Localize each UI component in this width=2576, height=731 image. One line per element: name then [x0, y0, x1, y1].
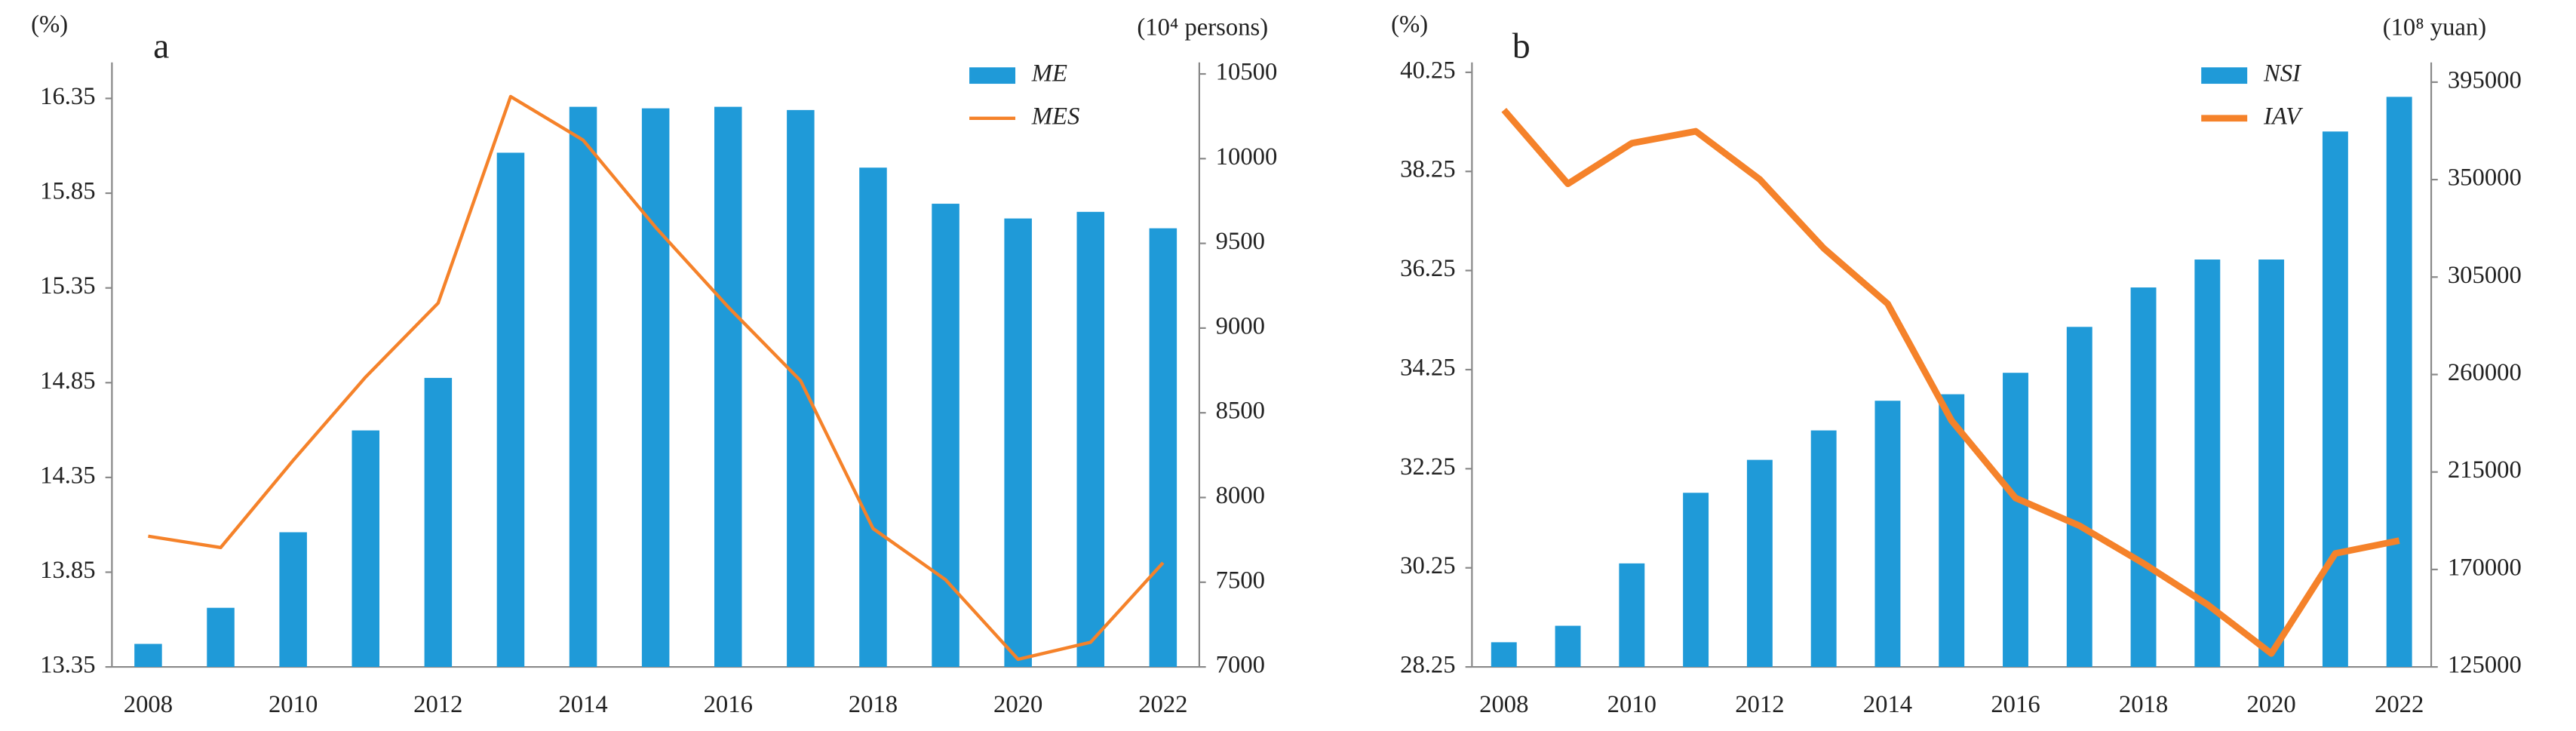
bar: [496, 152, 525, 668]
y2-tick-label: 9000: [1216, 312, 1265, 339]
y2-tick-label: 7000: [1216, 652, 1265, 679]
bar: [714, 106, 742, 668]
bar: [2258, 260, 2285, 668]
panel-label: a: [153, 26, 169, 66]
x-tick-label: 2014: [558, 691, 607, 718]
y-tick-label: 14.85: [40, 367, 95, 395]
legend-label: MES: [1031, 103, 1079, 130]
y2-tick-label: 7500: [1216, 567, 1265, 594]
x-tick-label: 2022: [1138, 691, 1187, 718]
bar: [1555, 625, 1581, 668]
bar: [134, 643, 162, 668]
x-tick-label: 2012: [1735, 691, 1784, 718]
y-tick-label: 13.35: [40, 652, 95, 679]
bar: [1076, 211, 1105, 668]
y2-tick-label: 305000: [2448, 262, 2522, 289]
bar: [1874, 401, 1901, 668]
x-tick-label: 2020: [2246, 691, 2295, 718]
bar: [2386, 97, 2412, 668]
y-tick-label: 15.35: [40, 272, 95, 299]
legend-label: IAV: [2263, 103, 2304, 130]
y-tick-label: 15.85: [40, 178, 95, 205]
bar: [641, 108, 670, 668]
bar: [2066, 327, 2092, 668]
x-tick-label: 2016: [1991, 691, 2040, 718]
bar: [207, 607, 235, 668]
bar: [1004, 218, 1032, 668]
bar: [1149, 228, 1177, 668]
x-tick-label: 2010: [269, 691, 318, 718]
x-tick-label: 2018: [2119, 691, 2168, 718]
y2-tick-label: 8500: [1216, 398, 1265, 425]
y2-tick-label: 215000: [2448, 456, 2522, 484]
bar: [1939, 394, 1965, 668]
y2-tick-label: 8000: [1216, 482, 1265, 509]
legend-swatch: [2201, 67, 2248, 84]
panel-label: b: [1512, 26, 1531, 66]
x-tick-label: 2012: [413, 691, 462, 718]
bar: [279, 532, 307, 668]
line: [1501, 107, 2400, 657]
y-tick-label: 32.25: [1400, 453, 1455, 481]
y2-tick-label: 395000: [2448, 66, 2522, 94]
x-tick-label: 2008: [1479, 691, 1528, 718]
bar: [1491, 642, 1517, 668]
y-tick-label: 16.35: [40, 83, 95, 110]
y-tick-label: 30.25: [1400, 552, 1455, 579]
y-tick-label: 38.25: [1400, 156, 1455, 183]
y-tick-label: 40.25: [1400, 57, 1455, 84]
x-tick-label: 2016: [704, 691, 753, 718]
y2-axis-title: (10⁴ persons): [1137, 14, 1268, 41]
legend-label: ME: [1031, 60, 1067, 88]
x-tick-label: 2018: [849, 691, 898, 718]
bar: [2003, 373, 2028, 668]
y-tick-label: 34.25: [1400, 354, 1455, 381]
bar: [569, 106, 597, 668]
y2-tick-label: 10500: [1216, 59, 1278, 86]
y2-tick-label: 9500: [1216, 228, 1265, 255]
y2-tick-label: 260000: [2448, 359, 2522, 386]
x-tick-label: 2020: [993, 691, 1042, 718]
y-axis-title: (%): [31, 11, 68, 38]
bar: [1810, 430, 1837, 668]
y-tick-label: 36.25: [1400, 255, 1455, 282]
y2-tick-label: 350000: [2448, 164, 2522, 192]
bar: [859, 167, 887, 668]
y-tick-label: 28.25: [1400, 652, 1455, 679]
y-tick-label: 13.85: [40, 557, 95, 584]
y-tick-label: 14.35: [40, 462, 95, 489]
x-tick-label: 2014: [1863, 691, 1912, 718]
bar: [1619, 563, 1645, 668]
bar: [1746, 459, 1773, 668]
y2-tick-label: 10000: [1216, 143, 1278, 170]
legend-swatch: [969, 67, 1016, 84]
x-tick-label: 2022: [2375, 691, 2424, 718]
y2-tick-label: 170000: [2448, 554, 2522, 581]
x-tick-label: 2008: [124, 691, 173, 718]
bar: [932, 204, 959, 668]
y2-tick-label: 125000: [2448, 652, 2522, 679]
bar: [352, 430, 380, 668]
bar: [2322, 131, 2348, 668]
legend-label: NSI: [2263, 60, 2302, 88]
y2-axis-title: (10⁸ yuan): [2383, 14, 2486, 41]
bar: [787, 109, 815, 668]
bar: [1683, 493, 1709, 668]
bar: [2130, 287, 2157, 668]
y-axis-title: (%): [1391, 11, 1428, 38]
bar: [424, 377, 453, 668]
line: [148, 94, 1165, 662]
x-tick-label: 2010: [1607, 691, 1656, 718]
